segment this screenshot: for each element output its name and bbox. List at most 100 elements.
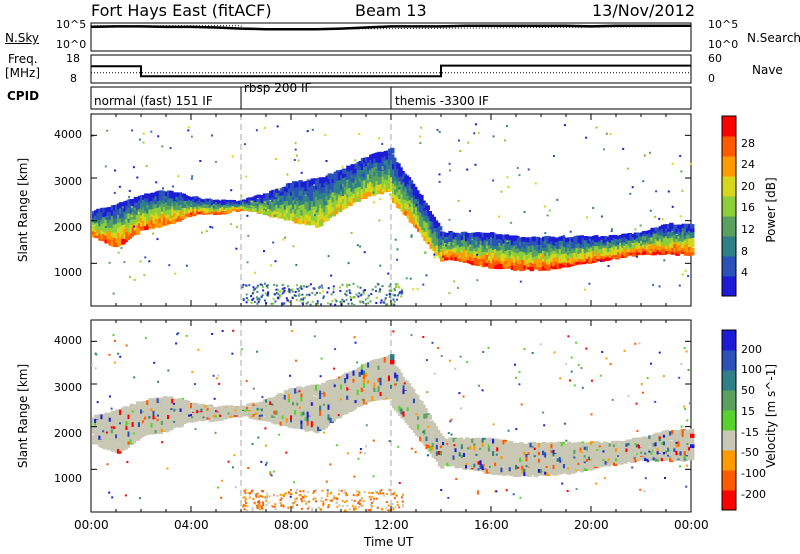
power-scatter-point bbox=[327, 255, 330, 258]
power-scatter-point bbox=[419, 135, 421, 138]
power-near-range-point bbox=[341, 283, 344, 286]
power-near-range-point bbox=[256, 296, 258, 299]
velocity-echo-cell bbox=[185, 409, 191, 414]
power-near-range-point bbox=[346, 285, 349, 288]
power-near-range-point bbox=[281, 302, 284, 305]
power-near-range-point bbox=[400, 290, 403, 293]
power-near-range-point bbox=[288, 301, 291, 304]
power-near-range-point bbox=[262, 286, 264, 289]
power-near-range-point bbox=[318, 292, 321, 294]
power-echo-cell bbox=[412, 186, 418, 193]
power-near-range-point bbox=[367, 294, 370, 297]
power-scatter-point bbox=[679, 215, 682, 218]
power-near-range-point bbox=[334, 303, 337, 306]
power-near-range-point bbox=[389, 283, 392, 286]
velocity-echo-cell bbox=[179, 422, 184, 427]
power-scatter-point bbox=[680, 170, 683, 173]
frequency-lines bbox=[91, 64, 691, 78]
power-scatter-point bbox=[273, 214, 276, 217]
power-scatter-point bbox=[477, 132, 480, 134]
power-scatter-point bbox=[610, 229, 613, 232]
power-scatter-point bbox=[93, 215, 96, 218]
power-scatter-point bbox=[143, 274, 146, 277]
velocity-echo-cell bbox=[246, 410, 251, 414]
power-scatter-point bbox=[205, 230, 208, 233]
power-scatter-point bbox=[378, 219, 381, 222]
power-scatter-point bbox=[506, 240, 509, 243]
power-scatter-point bbox=[278, 188, 281, 191]
power-near-range-point bbox=[291, 288, 294, 291]
power-echo-cell bbox=[627, 241, 632, 245]
power-scatter-point bbox=[588, 282, 591, 285]
power-near-range-point bbox=[294, 294, 297, 297]
power-scatter-point bbox=[387, 272, 390, 275]
power-echo-cell bbox=[133, 222, 139, 228]
power-scatter-point bbox=[639, 224, 642, 227]
power-scatter-point bbox=[137, 211, 140, 214]
power-near-range-point bbox=[242, 299, 245, 301]
power-echo-cell bbox=[219, 200, 224, 204]
power-scatter-point bbox=[104, 226, 107, 229]
power-near-range-point bbox=[302, 297, 305, 300]
power-near-range-point bbox=[393, 300, 396, 303]
noise-lines bbox=[90, 24, 692, 31]
power-near-range-point bbox=[311, 300, 314, 303]
power-near-range-point bbox=[294, 291, 297, 293]
power-scatter-point bbox=[381, 143, 384, 145]
power-near-range-point bbox=[330, 293, 333, 296]
power-scatter-point bbox=[649, 151, 651, 154]
power-scatter-point bbox=[416, 288, 419, 291]
power-near-range-point bbox=[348, 289, 351, 292]
velocity-echo-cell bbox=[237, 415, 243, 418]
power-near-range-point bbox=[297, 290, 300, 293]
power-scatter-point bbox=[423, 251, 426, 254]
power-near-range-point bbox=[278, 296, 281, 299]
power-scatter-point bbox=[168, 264, 171, 267]
power-near-range-point bbox=[280, 303, 283, 306]
power-near-range-point bbox=[283, 302, 286, 305]
power-echo-cell bbox=[169, 216, 174, 222]
power-near-range-point bbox=[245, 297, 248, 300]
power-echo-cell bbox=[602, 255, 607, 259]
power-scatter-point bbox=[375, 166, 378, 169]
power-scatter-point bbox=[563, 124, 566, 127]
power-echo-cell bbox=[544, 264, 549, 269]
velocity-echo-cell bbox=[400, 394, 405, 401]
power-scatter-point bbox=[130, 215, 133, 218]
power-scatter-point bbox=[396, 258, 399, 261]
power-scatter-point bbox=[356, 244, 359, 247]
power-scatter-point bbox=[378, 137, 380, 140]
power-echo-cell bbox=[600, 245, 605, 249]
power-scatter-point bbox=[142, 141, 145, 144]
power-scatter-point bbox=[211, 134, 214, 137]
power-scatter-point bbox=[425, 274, 428, 277]
power-scatter-point bbox=[588, 238, 591, 241]
power-near-range-point bbox=[339, 300, 342, 303]
velocity-echo-cell bbox=[212, 417, 218, 420]
power-near-range-point bbox=[242, 283, 245, 286]
power-echo-cell bbox=[410, 183, 416, 190]
power-near-range-point bbox=[307, 285, 310, 287]
power-near-range-point bbox=[367, 302, 370, 305]
power-scatter-point bbox=[114, 232, 117, 235]
power-echo-cell bbox=[265, 203, 270, 207]
power-near-range-point bbox=[281, 287, 284, 290]
power-echo-cell bbox=[440, 247, 445, 252]
power-scatter-point bbox=[104, 165, 107, 168]
power-echo-cell bbox=[690, 224, 695, 229]
power-echo-cell bbox=[690, 248, 695, 253]
power-scatter-point bbox=[448, 218, 451, 221]
power-echo-cell bbox=[579, 235, 584, 240]
power-scatter-point bbox=[543, 205, 546, 208]
power-scatter-point bbox=[379, 264, 382, 267]
power-scatter-point bbox=[679, 154, 682, 157]
power-scatter-point bbox=[133, 225, 136, 228]
power-near-range-point bbox=[335, 299, 338, 302]
power-scatter-point bbox=[609, 133, 612, 136]
power-scatter-point bbox=[157, 135, 160, 138]
power-near-range-point bbox=[300, 298, 303, 301]
power-scatter-point bbox=[236, 225, 238, 228]
power-near-range-point bbox=[388, 289, 391, 292]
power-scatter-point bbox=[534, 182, 537, 185]
power-scatter-point bbox=[690, 162, 693, 165]
